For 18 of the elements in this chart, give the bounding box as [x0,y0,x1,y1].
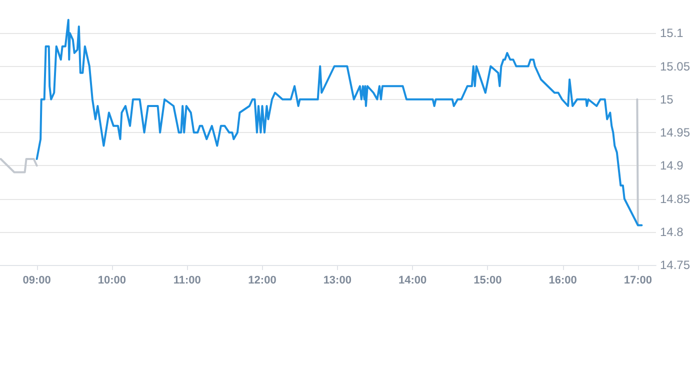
x-tick-label: 17:00 [624,274,652,286]
x-tick-label: 09:00 [22,274,51,286]
y-tick-label: 14.9 [660,158,684,173]
y-tick-label: 15.05 [660,59,690,74]
x-tick-label: 13:00 [323,274,352,286]
y-tick-label: 15.1 [660,26,684,40]
x-tick-label: 15:00 [474,274,502,286]
y-tick-label: 14.85 [660,192,690,206]
y-tick-label: 15 [660,92,674,106]
x-tick-label: 11:00 [173,274,201,286]
x-tick-label: 16:00 [548,274,577,286]
line-series [36,18,643,226]
y-tick-label: 14.75 [660,258,690,272]
y-tick-label: 14.95 [660,126,690,140]
x-tick-label: 12:00 [248,274,276,286]
x-tick-label: 14:00 [398,274,427,286]
y-tick-label: 14.8 [660,224,684,239]
x-tick-label: 10:00 [98,274,126,286]
